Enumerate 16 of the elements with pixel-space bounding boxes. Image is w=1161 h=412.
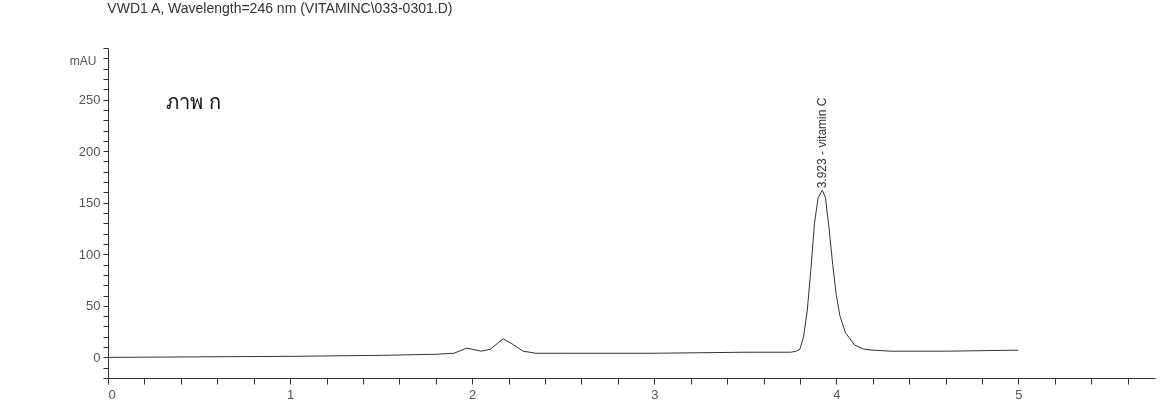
y-tick-label: 0 [93,349,101,365]
y-tick-label: 250 [78,92,101,108]
x-tick-label: 1 [286,386,295,402]
x-tick-label: 0 [108,386,116,402]
annotation: 3.923 - vitamin C [815,97,830,189]
y-tick-label: 50 [86,298,101,314]
y-tick-label: 100 [78,246,101,262]
x-tick-label: 5 [1015,386,1023,402]
y-tick-label: 150 [78,195,101,211]
x-tick-label: 3 [651,386,659,402]
x-tick-label: 2 [469,386,477,402]
y-tick-label: 200 [78,143,101,159]
y-axis-title: mAU [69,53,97,68]
chart-title: VWD1 A, Wavelength=246 nm (VITAMINC\033-0301.D) [107,0,453,16]
annotation: ภาพ ก [166,90,222,114]
x-tick-label: 4 [833,386,841,402]
